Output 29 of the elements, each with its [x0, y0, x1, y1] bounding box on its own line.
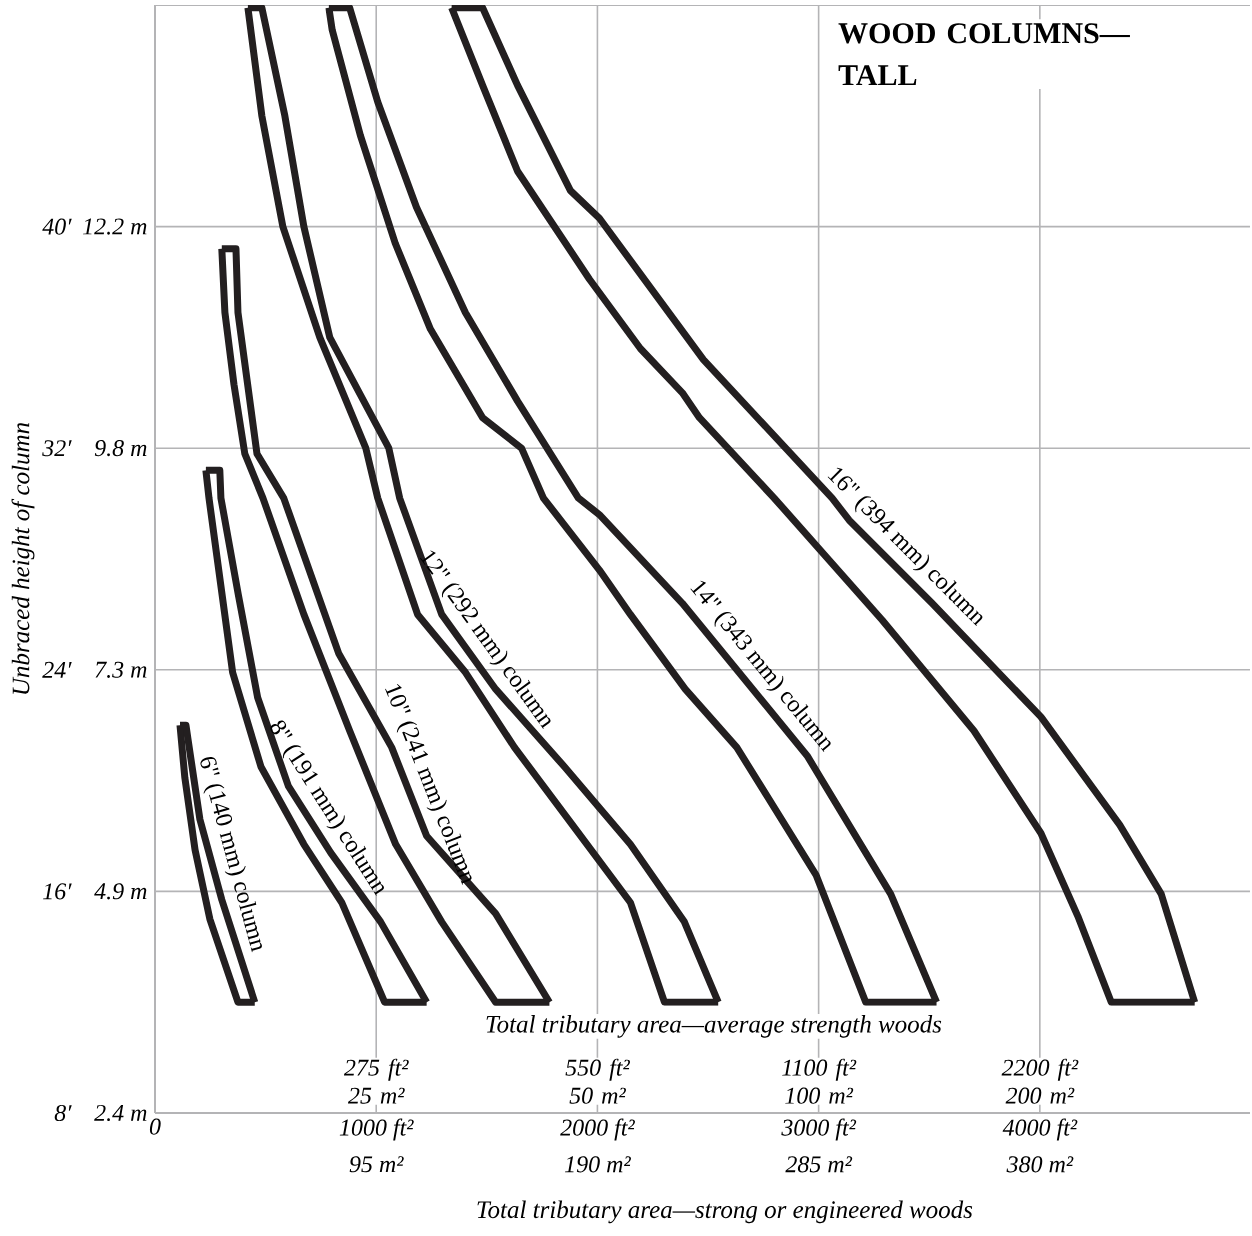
y-tick-label: 40′ [42, 218, 72, 235]
x2-tick-label: 95 m² [349, 1156, 404, 1173]
x2-tick-label: 190 m² [565, 1156, 631, 1173]
x-tick-label: 1000 ft² [339, 1118, 414, 1141]
annotation: 275 ft² 25 m² [343, 1058, 409, 1104]
annotation: 2200 ft² 200 m² [1001, 1058, 1079, 1104]
y2-tick-label: 4.9 m [94, 883, 147, 900]
y-tick-label: 24′ [42, 661, 72, 678]
x-axis-title: Total tributary area—strong or engineered woods [477, 1200, 973, 1224]
text: 6" (140 mm) column [200, 756, 262, 953]
y2-tick-label: 7.3 m [95, 661, 147, 678]
y-tick-label: 16′ [43, 883, 72, 900]
y-axis-title: Unbraced height of column [11, 422, 35, 694]
y2-tick-label: 12.2 m [83, 218, 147, 235]
x-tick-label: 4000 ft² [1002, 1118, 1078, 1141]
x2-tick-label: 380 m² [1006, 1156, 1074, 1173]
text: WOOD COLUMNS—TALL [838, 23, 1130, 86]
x-tick-label: 2000 ft² [560, 1118, 635, 1141]
y2-tick-label: 2.4 m [94, 1104, 147, 1122]
y2-tick-label: 9.8 m [94, 439, 147, 457]
annotation: 550 ft² 50 m² [565, 1058, 630, 1104]
annotation: Total tributary area—average strength woods [486, 1015, 942, 1038]
annotation: 1100 ft² 100 m² [782, 1058, 857, 1104]
x-tick-label: 3000 ft² [781, 1118, 857, 1141]
y-tick-label: 8′ [54, 1104, 72, 1122]
y-tick-label: 32′ [42, 440, 72, 457]
x2-tick-label: 285 m² [785, 1156, 853, 1173]
text: 10" (241 mm) column [385, 684, 472, 885]
x-tick-label: 0 [149, 1118, 161, 1135]
